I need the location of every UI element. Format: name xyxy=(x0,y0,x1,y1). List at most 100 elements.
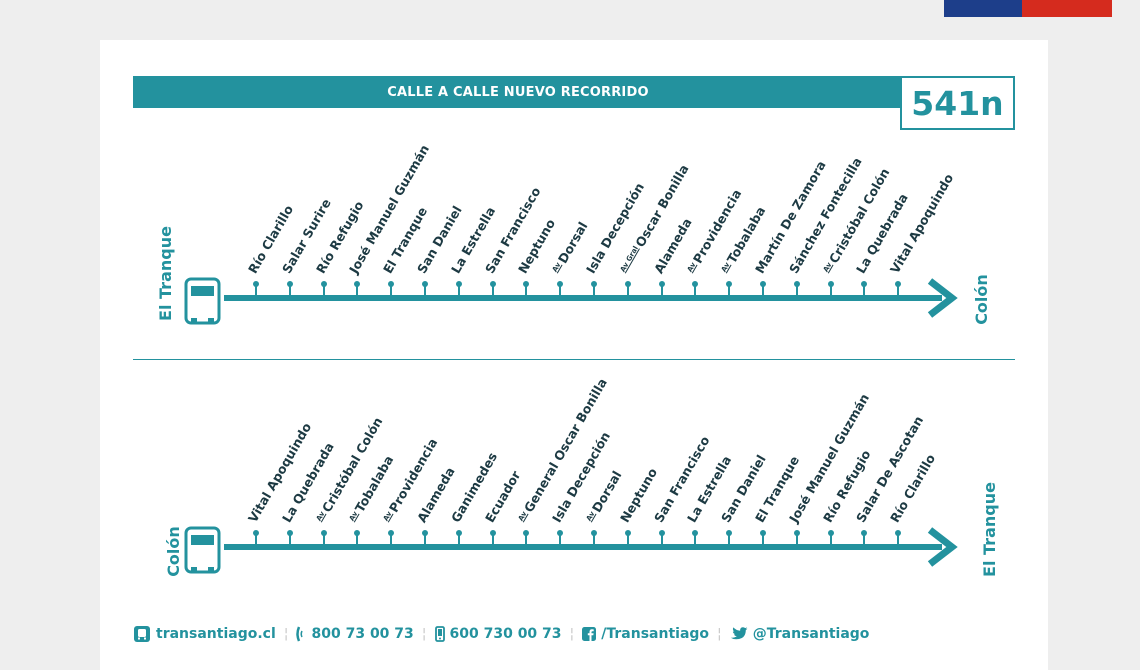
stop-dot xyxy=(354,281,360,287)
stop-dot xyxy=(321,281,327,287)
stop-pin xyxy=(863,284,865,295)
stop-dot xyxy=(861,281,867,287)
footer-facebook[interactable]: /Transantiago xyxy=(582,626,709,642)
stop-pin xyxy=(255,284,257,295)
footer-website-label: transantiago.cl xyxy=(156,626,276,642)
footer-phone-2-label: 600 730 00 73 xyxy=(449,626,562,642)
footer-separator: ¦ xyxy=(421,626,427,642)
stop-pin xyxy=(863,533,865,544)
footer-phone-2[interactable]: 600 730 00 73 xyxy=(434,626,562,642)
stop-pin xyxy=(559,284,561,295)
stop-pin xyxy=(627,284,629,295)
stop-dot xyxy=(895,530,901,536)
stop-pin xyxy=(694,284,696,295)
route-number: 541n xyxy=(911,83,1004,123)
stop-dot xyxy=(456,281,462,287)
footer-phone-1[interactable]: 800 73 00 73 xyxy=(296,626,414,642)
stop-pin xyxy=(356,533,358,544)
stop-dot xyxy=(490,281,496,287)
stop-pin xyxy=(289,533,291,544)
stop-pin xyxy=(356,284,358,295)
stop-dot xyxy=(422,530,428,536)
stop-pin xyxy=(897,533,899,544)
stop-dot xyxy=(523,281,529,287)
stop-pin xyxy=(796,284,798,295)
stop-pin xyxy=(661,284,663,295)
stop-pin xyxy=(390,284,392,295)
stop-dot xyxy=(591,281,597,287)
stop-pin xyxy=(830,284,832,295)
phone-icon xyxy=(296,626,304,642)
stop-dot xyxy=(659,530,665,536)
stop-dot xyxy=(692,281,698,287)
bus-icon xyxy=(184,277,221,325)
stop-pin xyxy=(323,284,325,295)
stop-pin xyxy=(694,533,696,544)
bus-icon xyxy=(184,526,221,574)
flag-blue xyxy=(944,0,1022,17)
stop-dot xyxy=(557,530,563,536)
stop-dot xyxy=(523,530,529,536)
stop-dot xyxy=(794,281,800,287)
stop-pin xyxy=(593,284,595,295)
twitter-icon xyxy=(730,627,748,640)
stop-dot xyxy=(828,530,834,536)
stop-pin xyxy=(424,533,426,544)
stop-dot xyxy=(490,530,496,536)
stop-pin xyxy=(559,533,561,544)
stop-pin xyxy=(796,533,798,544)
stop-dot xyxy=(422,281,428,287)
stop-pin xyxy=(762,533,764,544)
stop-dot xyxy=(726,530,732,536)
footer-twitter[interactable]: @Transantiago xyxy=(730,626,869,642)
stop-dot xyxy=(388,530,394,536)
stop-dot xyxy=(456,530,462,536)
stop-pin xyxy=(728,533,730,544)
stop-pin xyxy=(255,533,257,544)
stop-dot xyxy=(625,281,631,287)
stop-dot xyxy=(794,530,800,536)
stop-pin xyxy=(627,533,629,544)
stop-pin xyxy=(661,533,663,544)
stop-pin xyxy=(762,284,764,295)
stop-dot xyxy=(828,281,834,287)
stop-pin xyxy=(458,533,460,544)
bus-icon xyxy=(134,626,150,642)
stop-dot xyxy=(321,530,327,536)
stop-dot xyxy=(287,530,293,536)
stop-pin xyxy=(525,284,527,295)
footer-contacts: transantiago.cl ¦ 800 73 00 73 ¦ 600 730… xyxy=(133,625,869,643)
footer-separator: ¦ xyxy=(569,626,575,642)
stop-dot xyxy=(253,530,259,536)
footer-separator: ¦ xyxy=(283,626,289,642)
stop-pin xyxy=(323,533,325,544)
stop-pin xyxy=(728,284,730,295)
stop-pin xyxy=(492,533,494,544)
stop-pin xyxy=(593,533,595,544)
stop-dot xyxy=(557,281,563,287)
stop-pin xyxy=(830,533,832,544)
footer-separator: ¦ xyxy=(717,626,722,642)
stop-dot xyxy=(388,281,394,287)
mobile-phone-icon xyxy=(434,626,445,642)
stop-dot xyxy=(625,530,631,536)
stop-dot xyxy=(726,281,732,287)
footer-phone-1-label: 800 73 00 73 xyxy=(311,626,414,642)
route-card xyxy=(100,40,1048,670)
stop-pin xyxy=(458,284,460,295)
arrow-right-icon xyxy=(927,527,958,567)
stop-dot xyxy=(659,281,665,287)
stop-pin xyxy=(897,284,899,295)
flag-red xyxy=(1022,0,1112,17)
stop-pin xyxy=(525,533,527,544)
stop-dot xyxy=(253,281,259,287)
footer-website[interactable]: transantiago.cl xyxy=(133,625,276,643)
stop-dot xyxy=(861,530,867,536)
header-bar: CALLE A CALLE NUEVO RECORRIDO xyxy=(133,76,903,108)
stop-pin xyxy=(492,284,494,295)
stop-dot xyxy=(760,281,766,287)
header-title: CALLE A CALLE NUEVO RECORRIDO xyxy=(387,84,649,100)
stop-dot xyxy=(354,530,360,536)
